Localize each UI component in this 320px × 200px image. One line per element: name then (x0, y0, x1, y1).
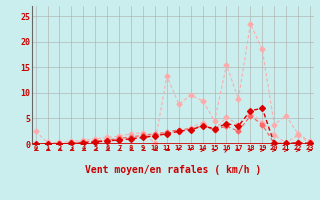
X-axis label: Vent moyen/en rafales ( km/h ): Vent moyen/en rafales ( km/h ) (85, 165, 261, 175)
